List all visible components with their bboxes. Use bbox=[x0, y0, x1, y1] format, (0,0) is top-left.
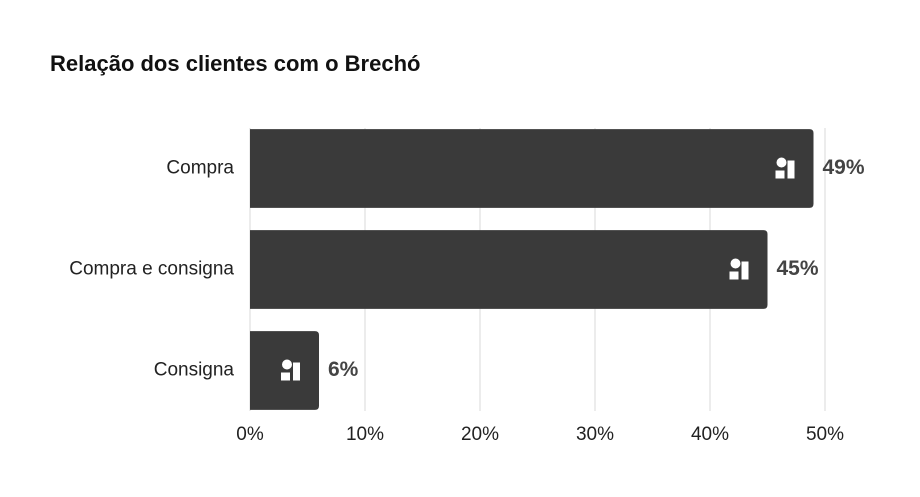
x-tick-label: 0% bbox=[236, 424, 264, 445]
icon-part bbox=[730, 258, 741, 269]
bar bbox=[250, 331, 319, 410]
icon-part bbox=[776, 157, 787, 168]
icon-part bbox=[729, 271, 739, 280]
value-label: 6% bbox=[328, 358, 359, 381]
bar bbox=[250, 230, 768, 309]
bar bbox=[250, 129, 814, 208]
value-label: 49% bbox=[823, 156, 865, 179]
x-tick-label: 10% bbox=[346, 424, 384, 445]
x-tick-label: 40% bbox=[691, 424, 729, 445]
x-tick-label: 30% bbox=[576, 424, 614, 445]
bar-icon bbox=[775, 157, 795, 179]
y-tick-label: Consigna bbox=[154, 360, 235, 381]
y-tick-label: Compra e consigna bbox=[69, 259, 234, 280]
chart-title: Relação dos clientes com o Brechó bbox=[50, 51, 420, 76]
bar-icon bbox=[729, 258, 749, 280]
icon-part bbox=[282, 359, 292, 370]
x-tick-label: 20% bbox=[461, 424, 499, 445]
icon-part bbox=[741, 261, 749, 280]
bar-icon bbox=[281, 359, 300, 381]
icon-part bbox=[281, 372, 290, 381]
icon-part bbox=[787, 160, 795, 179]
icon-part bbox=[775, 170, 785, 179]
icon-part bbox=[293, 362, 300, 381]
y-tick-label: Compra bbox=[166, 158, 234, 179]
x-tick-label: 50% bbox=[806, 424, 844, 445]
value-label: 45% bbox=[777, 257, 819, 280]
